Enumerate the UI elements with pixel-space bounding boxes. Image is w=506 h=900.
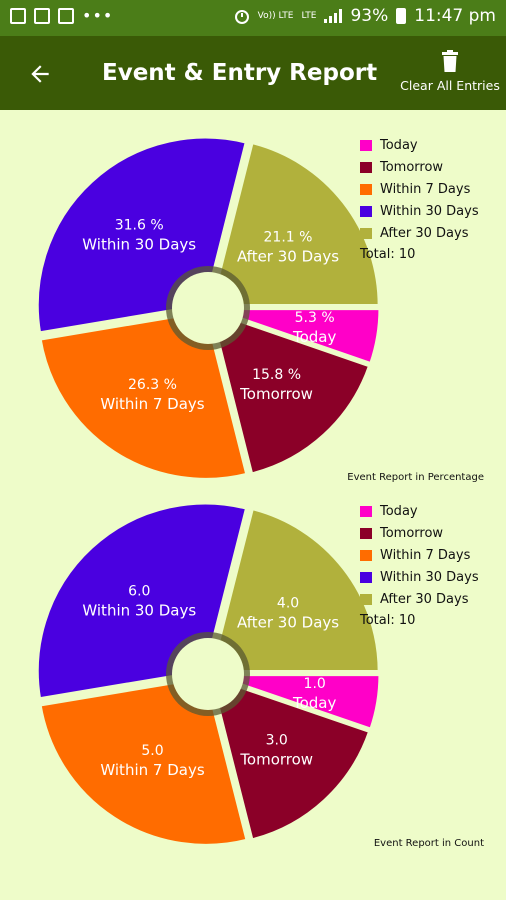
- pie-value-label-within-7-days: 26.3 %: [128, 377, 177, 393]
- count-legend: Today Tomorrow Within 7 Days Within 30 D…: [360, 500, 479, 632]
- app-bar: Event & Entry Report Clear All Entries: [0, 36, 506, 110]
- pie-hole: [172, 638, 244, 710]
- pie-value-label-after-30-days: 21.1 %: [264, 230, 313, 246]
- battery-icon: [396, 8, 407, 24]
- pie-category-label-within-7-days: Within 7 Days: [100, 395, 204, 413]
- trash-icon: [442, 50, 458, 72]
- percentage-legend: Today Tomorrow Within 7 Days Within 30 D…: [360, 134, 479, 266]
- pie-slice-after-30-days: [209, 140, 381, 308]
- pie-slice-within-7-days: [38, 675, 249, 847]
- clear-all-entries-label: Clear All Entries: [400, 78, 500, 93]
- pie-value-label-today: 5.3 %: [295, 310, 335, 326]
- pie-hole: [172, 272, 244, 344]
- legend-label: Within 7 Days: [380, 547, 471, 563]
- pie-category-label-today: Today: [292, 328, 337, 346]
- pie-value-label-tomorrow: 15.8 %: [252, 367, 301, 383]
- status-bar: ••• Vo)) LTE LTE 93% 11:47 pm: [0, 0, 506, 36]
- legend-item-after-30-days: After 30 Days: [360, 222, 479, 244]
- legend-label: Today: [380, 503, 418, 519]
- clock: 11:47 pm: [414, 6, 496, 26]
- legend-label: After 30 Days: [380, 225, 469, 241]
- legend-label: Within 7 Days: [380, 181, 471, 197]
- calendar-icon: [58, 8, 74, 24]
- percentage-chart: 5.3 % Today 15.8 % Tomorrow 26.3 % Within 7 D…: [0, 132, 506, 492]
- pie-slice-tomorrow: [208, 674, 372, 842]
- image-icon: [10, 8, 26, 24]
- legend-item-within-7-days: Within 7 Days: [360, 544, 479, 566]
- pie-category-label-tomorrow: Tomorrow: [239, 751, 313, 769]
- legend-item-within-30-days: Within 30 Days: [360, 566, 479, 588]
- percentage-pie: 5.3 % Today 15.8 % Tomorrow 26.3 % Within 7 D…: [35, 135, 382, 481]
- legend-swatch: [360, 549, 372, 561]
- pie-value-label-tomorrow: 3.0: [266, 733, 288, 749]
- legend-label: Within 30 Days: [380, 569, 479, 585]
- legend-swatch: [360, 593, 372, 605]
- pie-slice-within-7-days: [38, 309, 249, 481]
- signal-icon: [324, 9, 343, 23]
- calendar-icon: [34, 8, 50, 24]
- legend-item-tomorrow: Tomorrow: [360, 522, 479, 544]
- chart-description: Event Report in Percentage: [347, 472, 484, 483]
- pie-category-label-after-30-days: After 30 Days: [237, 614, 339, 632]
- status-bar-notifications: •••: [10, 8, 113, 24]
- volte-indicator: Vo)) LTE: [257, 10, 294, 21]
- alarm-icon: [234, 10, 249, 24]
- lte-indicator: LTE: [301, 10, 317, 21]
- legend-item-today: Today: [360, 134, 479, 156]
- legend-item-within-30-days: Within 30 Days: [360, 200, 479, 222]
- clear-all-entries-button[interactable]: Clear All Entries: [400, 50, 500, 100]
- count-pie: 1.0 Today 3.0 Tomorrow 5.0 Within 7 Days 6.0 Wi…: [35, 501, 382, 847]
- status-bar-system: Vo)) LTE LTE 93% 11:47 pm: [234, 6, 496, 26]
- legend-swatch: [360, 227, 372, 239]
- pie-category-label-today: Today: [292, 694, 337, 712]
- back-button[interactable]: [22, 56, 58, 92]
- legend-swatch: [360, 571, 372, 583]
- legend-item-tomorrow: Tomorrow: [360, 156, 479, 178]
- pie-value-label-within-30-days: 31.6 %: [115, 217, 164, 233]
- legend-swatch: [360, 527, 372, 539]
- page-title: Event & Entry Report: [102, 60, 378, 86]
- pie-value-label-today: 1.0: [304, 676, 326, 692]
- legend-swatch: [360, 161, 372, 173]
- legend-swatch: [360, 505, 372, 517]
- pie-value-label-after-30-days: 4.0: [277, 596, 299, 612]
- legend-item-within-7-days: Within 7 Days: [360, 178, 479, 200]
- legend-label: Within 30 Days: [380, 203, 479, 219]
- legend-item-after-30-days: After 30 Days: [360, 588, 479, 610]
- battery-percent: 93%: [350, 6, 389, 26]
- legend-label: Tomorrow: [380, 525, 444, 541]
- pie-slice-tomorrow: [208, 308, 372, 476]
- more-notifications-icon: •••: [82, 6, 114, 25]
- pie-slice-today: [211, 673, 382, 732]
- legend-item-today: Today: [360, 500, 479, 522]
- legend-total: Total: 10: [360, 247, 416, 262]
- arrow-left-icon: [31, 65, 49, 83]
- legend-swatch: [360, 205, 372, 217]
- pie-slice-after-30-days: [209, 506, 381, 674]
- pie-value-label-within-7-days: 5.0: [141, 743, 163, 759]
- pie-value-label-within-30-days: 6.0: [128, 583, 150, 599]
- chart-description: Event Report in Count: [373, 838, 484, 849]
- legend-total: Total: 10: [360, 613, 416, 628]
- pie-category-label-tomorrow: Tomorrow: [239, 385, 313, 403]
- legend-label: Tomorrow: [380, 159, 444, 175]
- legend-swatch: [360, 183, 372, 195]
- pie-category-label-after-30-days: After 30 Days: [237, 248, 339, 266]
- pie-category-label-within-30-days: Within 30 Days: [82, 235, 196, 253]
- pie-slice-today: [211, 307, 382, 366]
- count-chart: 1.0 Today 3.0 Tomorrow 5.0 Within 7 Days 6.0 Wi…: [0, 498, 506, 858]
- pie-category-label-within-7-days: Within 7 Days: [100, 761, 204, 779]
- pie-category-label-within-30-days: Within 30 Days: [82, 601, 196, 619]
- legend-swatch: [360, 139, 372, 151]
- legend-label: Today: [380, 137, 418, 153]
- legend-label: After 30 Days: [380, 591, 469, 607]
